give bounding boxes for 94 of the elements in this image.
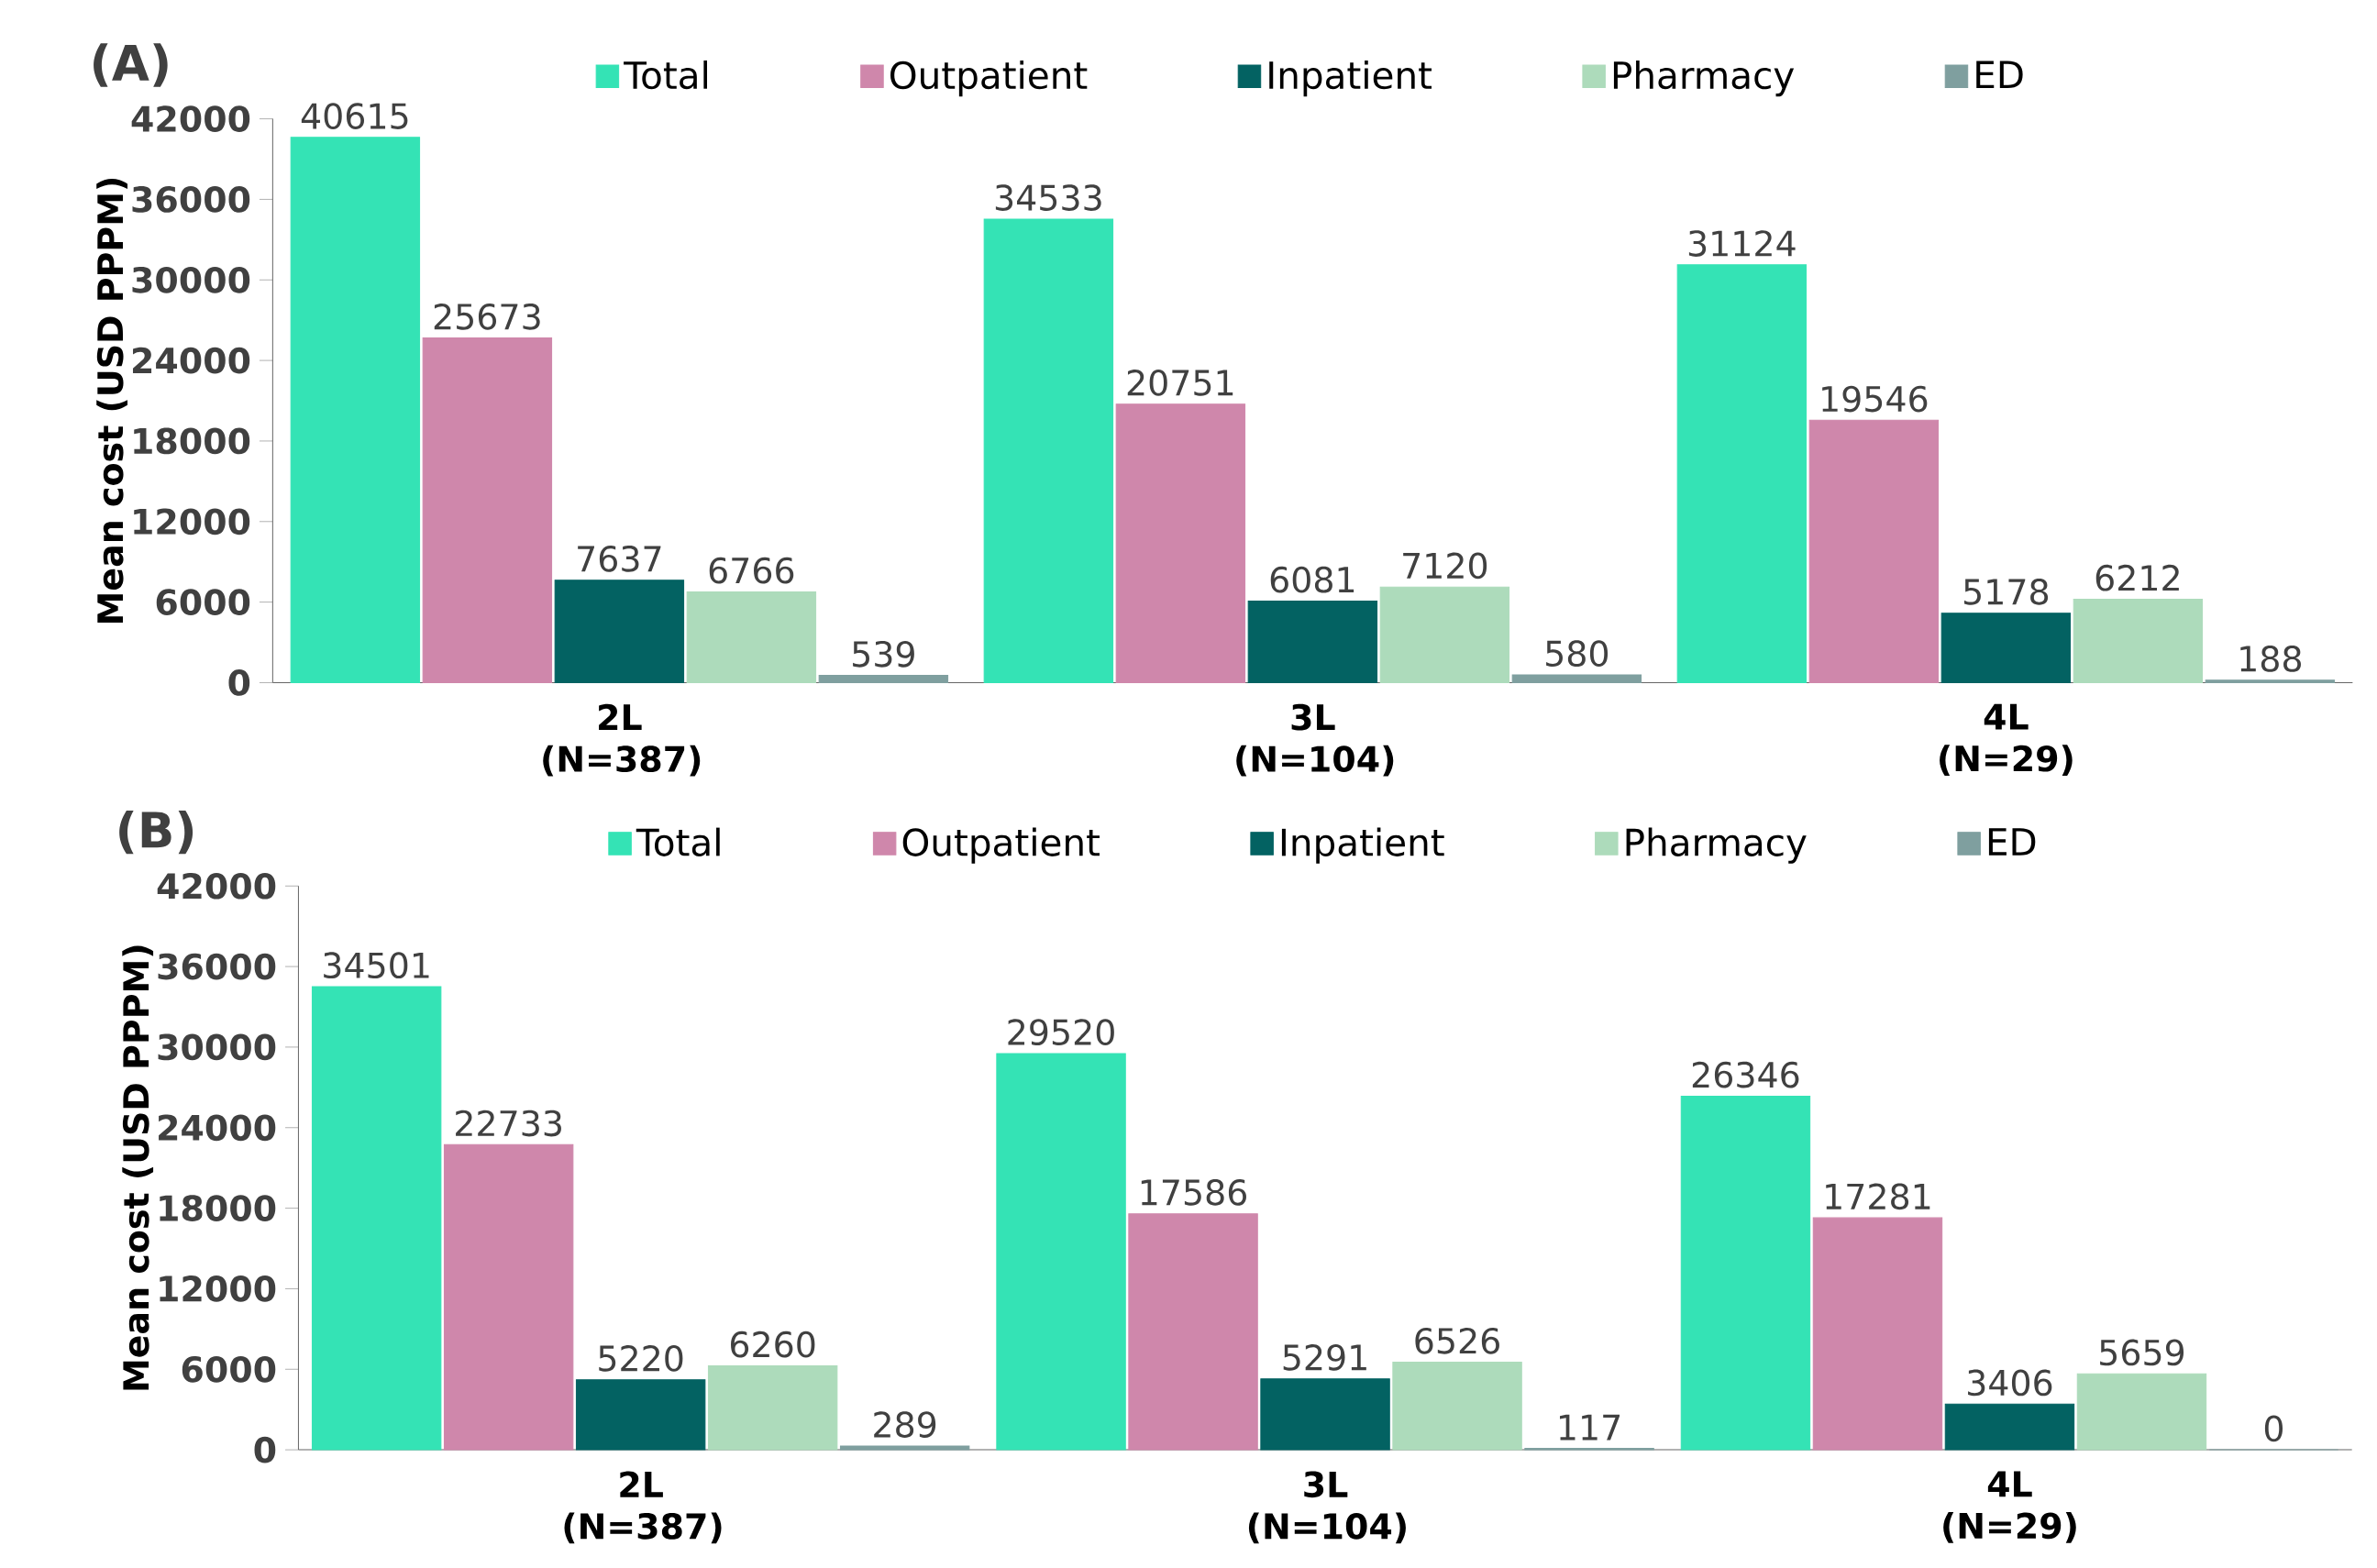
legend-label: Pharmacy — [1626, 827, 1807, 864]
y-tick-label: 12000 — [160, 1275, 276, 1302]
y-tick-label: 42000 — [131, 105, 250, 132]
data-label: 5291 — [1283, 1344, 1366, 1371]
data-label: 40615 — [301, 103, 408, 129]
bar — [707, 1364, 838, 1451]
data-label: 17586 — [1141, 1179, 1246, 1206]
data-label: 34501 — [324, 952, 429, 979]
y-tick-label: 36000 — [132, 186, 250, 213]
legend-label: ED — [1976, 61, 2023, 89]
data-label: 5220 — [599, 1345, 683, 1372]
data-label: 34533 — [995, 184, 1101, 211]
bar — [1247, 600, 1378, 683]
legend-label: Total — [636, 827, 720, 856]
y-tick-label: 0 — [228, 669, 250, 696]
bar — [1940, 613, 2072, 683]
bar — [1379, 586, 1510, 683]
data-label: 117 — [1560, 1414, 1620, 1441]
bar — [311, 986, 442, 1451]
y-tick-label: 12000 — [134, 508, 250, 536]
x-tick-label: 4L (N=29) — [1940, 703, 2073, 777]
data-label: 5659 — [2100, 1339, 2184, 1366]
y-tick-label: 36000 — [158, 953, 276, 980]
data-label: 26346 — [1692, 1061, 1799, 1088]
data-label: 6081 — [1270, 566, 1354, 593]
bar — [290, 137, 421, 683]
legend-label: Outpatient — [890, 60, 1088, 97]
bar — [2205, 679, 2336, 683]
data-label: 539 — [853, 640, 914, 668]
data-label: 6766 — [709, 557, 794, 584]
bar — [1260, 1378, 1390, 1451]
y-tick-label: 0 — [254, 1436, 276, 1463]
legend-label: Inpatient — [1281, 827, 1444, 864]
y-tick-label: 30000 — [132, 266, 250, 293]
data-label: 31124 — [1688, 230, 1796, 257]
data-label: 580 — [1546, 640, 1609, 668]
bar — [1511, 674, 1642, 683]
bar — [575, 1379, 706, 1451]
bar — [1676, 264, 1808, 683]
legend-label: ED — [1988, 828, 2036, 856]
bar — [1808, 419, 1940, 683]
x-tick-label: 3L (N=104) — [1248, 1471, 1406, 1544]
data-label: 6526 — [1415, 1327, 1499, 1354]
bar — [1944, 1403, 2075, 1451]
data-label: 289 — [874, 1411, 936, 1438]
bar — [983, 218, 1114, 683]
y-axis-title: Mean cost (USD PPPM) — [96, 178, 127, 623]
data-label: 5178 — [1964, 579, 2049, 605]
y-tick-label: 24000 — [132, 347, 250, 374]
legend-label: Outpatient — [902, 827, 1100, 864]
y-tick-label: 30000 — [158, 1033, 276, 1061]
x-tick-label: 3L (N=104) — [1236, 703, 1394, 777]
data-label: 20751 — [1127, 370, 1233, 396]
data-label: 0 — [2264, 1415, 2283, 1442]
bar — [996, 1053, 1126, 1451]
x-tick-label: 2L (N=387) — [564, 1471, 722, 1544]
bar — [443, 1143, 574, 1451]
bar — [422, 337, 553, 683]
y-tick-label: 18000 — [134, 427, 250, 455]
data-label: 6260 — [731, 1331, 815, 1358]
y-axis-title: Mean cost (USD PPPM) — [122, 945, 154, 1390]
x-tick-label: 2L (N=387) — [543, 703, 701, 777]
bar — [1680, 1095, 1811, 1451]
bar — [839, 1445, 970, 1451]
bar — [554, 580, 685, 683]
data-label: 17281 — [1826, 1183, 1930, 1210]
y-tick-label: 6000 — [182, 1355, 276, 1383]
x-tick-label: 4L (N=29) — [1943, 1471, 2076, 1543]
bar — [1392, 1362, 1522, 1451]
legend-label: Total — [624, 60, 708, 90]
bar — [818, 675, 949, 683]
data-label: 7637 — [578, 546, 661, 572]
data-label: 6212 — [2095, 564, 2179, 591]
chart-title: (A) — [94, 43, 168, 87]
legend-label: Inpatient — [1269, 60, 1432, 97]
bar — [2076, 1373, 2207, 1451]
bar — [1812, 1217, 1943, 1451]
legend-label: Pharmacy — [1613, 60, 1795, 97]
bar — [1115, 403, 1246, 683]
bar — [686, 591, 817, 683]
data-label: 25673 — [434, 303, 540, 330]
chart-title: (B) — [119, 810, 193, 855]
data-label: 7120 — [1403, 552, 1487, 580]
data-label: 188 — [2240, 646, 2301, 672]
data-label: 19546 — [1822, 385, 1928, 413]
data-label: 29520 — [1008, 1019, 1114, 1046]
y-tick-label: 42000 — [157, 872, 276, 900]
y-tick-label: 6000 — [156, 589, 250, 615]
data-label: 22733 — [456, 1110, 561, 1137]
bar — [2073, 599, 2204, 683]
y-tick-label: 24000 — [159, 1114, 276, 1142]
y-tick-label: 18000 — [160, 1195, 276, 1221]
data-label: 3406 — [1968, 1369, 2052, 1397]
bar — [1128, 1213, 1258, 1451]
